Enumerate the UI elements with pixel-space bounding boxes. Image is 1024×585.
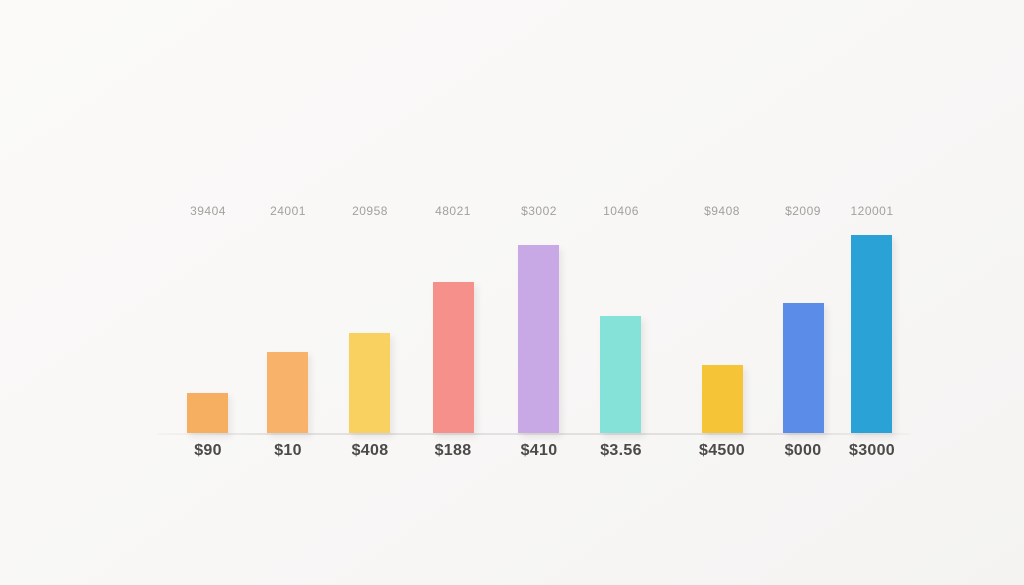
x-axis-line — [158, 433, 911, 435]
bar-top-value-label: 24001 — [270, 204, 306, 218]
bar-top-value-label: $3002 — [521, 204, 557, 218]
bar-bottom-price-label: $188 — [434, 442, 472, 459]
bar-bottom-price-label: $000 — [784, 442, 822, 459]
bar — [518, 245, 559, 433]
bar-top-value-label: $9408 — [704, 204, 740, 218]
bar — [187, 393, 228, 433]
bar-top-value-label: 39404 — [190, 204, 226, 218]
bar-top-value-label: 10406 — [603, 204, 639, 218]
bar — [600, 316, 641, 433]
bar-bottom-price-label: $3000 — [849, 442, 895, 459]
bar — [267, 352, 308, 433]
bar — [433, 282, 474, 433]
bar-bottom-price-label: $4500 — [699, 442, 745, 459]
bar-bottom-price-label: $3.56 — [600, 442, 642, 459]
bar-bottom-price-label: $90 — [194, 442, 222, 459]
bar — [349, 333, 390, 433]
bar-bottom-price-label: $410 — [520, 442, 558, 459]
bar — [851, 235, 892, 433]
bar — [783, 303, 824, 433]
bar-top-value-label: 20958 — [352, 204, 388, 218]
bar-top-value-label: $2009 — [785, 204, 821, 218]
bar — [702, 365, 743, 433]
bar-top-value-label: 120001 — [850, 204, 894, 218]
bar-top-value-label: 48021 — [435, 204, 471, 218]
bar-bottom-price-label: $10 — [274, 442, 302, 459]
bar-bottom-price-label: $408 — [351, 442, 389, 459]
